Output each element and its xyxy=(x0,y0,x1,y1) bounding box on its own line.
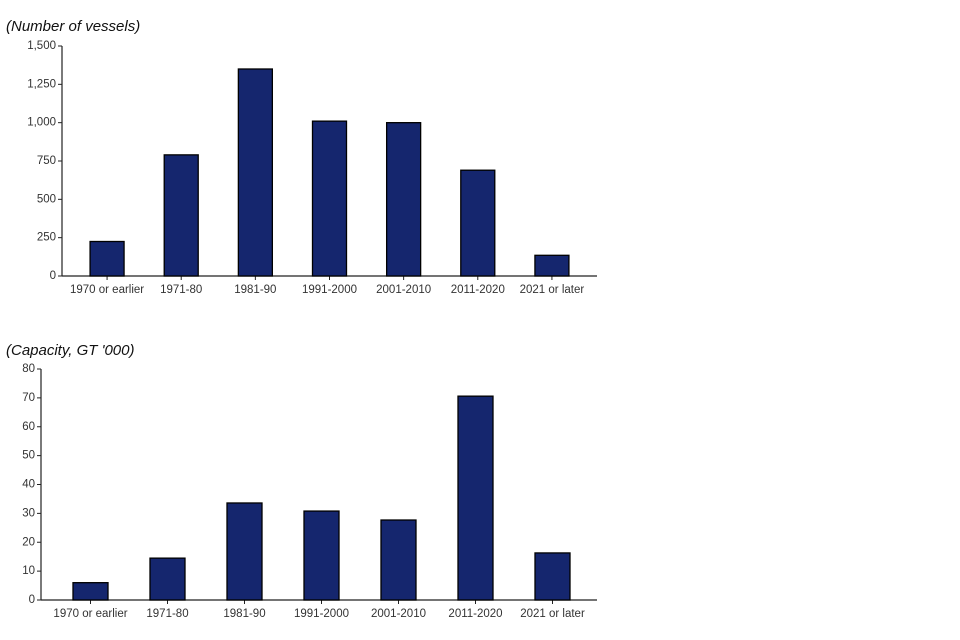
y-tick-label: 60 xyxy=(22,421,35,433)
y-tick-label: 250 xyxy=(37,232,56,244)
x-tick-label: 1991-2000 xyxy=(302,284,357,296)
y-tick-label: 750 xyxy=(37,155,56,167)
x-tick-label: 1970 or earlier xyxy=(70,284,144,296)
bar xyxy=(534,254,570,277)
bar xyxy=(149,557,186,601)
x-tick-label: 2021 or later xyxy=(520,284,585,296)
y-tick-label: 0 xyxy=(50,270,56,282)
chart-title: (Number of vessels) xyxy=(6,18,140,35)
x-tick-label: 1970 or earlier xyxy=(53,608,127,620)
x-tick-label: 2001-2010 xyxy=(376,284,431,296)
x-tick-label: 1971-80 xyxy=(160,284,202,296)
y-tick-label: 20 xyxy=(22,536,35,548)
bar xyxy=(460,169,496,277)
y-tick-label: 1,250 xyxy=(27,78,56,90)
y-tick-label: 50 xyxy=(22,450,35,462)
y-tick-label: 1,000 xyxy=(27,117,56,129)
y-tick-label: 500 xyxy=(37,193,56,205)
bar xyxy=(311,120,348,277)
bar xyxy=(385,122,422,277)
y-tick-label: 0 xyxy=(29,594,35,606)
x-tick-label: 1991-2000 xyxy=(294,608,349,620)
bar xyxy=(226,502,263,601)
bar xyxy=(89,240,125,277)
bar xyxy=(237,68,274,277)
bar xyxy=(457,395,494,601)
x-tick-label: 2011-2020 xyxy=(451,284,505,296)
y-tick-label: 40 xyxy=(22,479,35,491)
chart-title: (Capacity, GT '000) xyxy=(6,342,134,359)
bar xyxy=(303,510,340,601)
x-tick-label: 2001-2010 xyxy=(371,608,426,620)
bar xyxy=(534,552,571,601)
y-tick-label: 30 xyxy=(22,507,35,519)
y-tick-label: 70 xyxy=(22,392,35,404)
bar xyxy=(380,519,417,601)
y-tick-label: 1,500 xyxy=(27,40,56,52)
x-tick-label: 1981-90 xyxy=(223,608,265,620)
x-tick-label: 1971-80 xyxy=(146,608,188,620)
y-tick-label: 80 xyxy=(22,363,35,375)
x-tick-label: 1981-90 xyxy=(234,284,276,296)
x-tick-label: 2021 or later xyxy=(520,608,585,620)
y-tick-label: 10 xyxy=(22,565,35,577)
x-tick-label: 2011-2020 xyxy=(448,608,502,620)
bar xyxy=(163,154,199,277)
bar xyxy=(72,582,109,601)
